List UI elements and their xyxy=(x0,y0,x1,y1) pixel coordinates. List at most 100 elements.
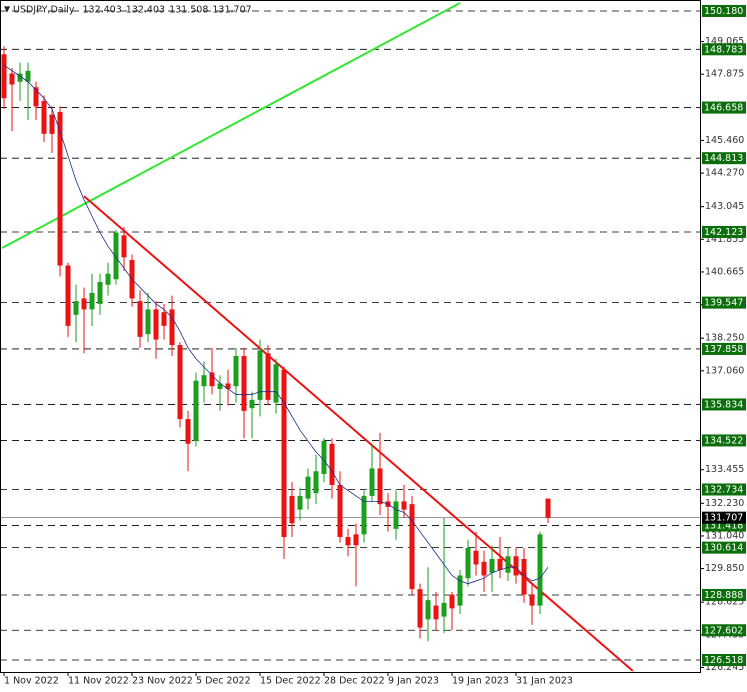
candle-body xyxy=(97,281,103,304)
x-tick-label: 1 Nov 2022 xyxy=(4,676,59,687)
level-label: 130.614 xyxy=(704,543,743,554)
candle-body xyxy=(401,501,407,510)
candle-body xyxy=(361,495,367,535)
candle-body xyxy=(281,369,287,538)
candle-body xyxy=(409,504,415,590)
y-tick-label: 131.040 xyxy=(705,530,744,541)
candle-body xyxy=(1,54,7,99)
symbol: USDJPY,Daily xyxy=(13,5,75,16)
candle-body xyxy=(329,443,335,485)
candle-body xyxy=(377,468,383,505)
candle-body xyxy=(257,350,263,400)
candle-body xyxy=(17,73,23,82)
candle-body xyxy=(425,600,431,620)
y-tick-label: 137.060 xyxy=(705,365,744,376)
candle-body xyxy=(337,484,343,538)
candle-body xyxy=(481,561,487,576)
x-tick-label: 11 Nov 2022 xyxy=(68,676,129,687)
candle-body xyxy=(145,309,151,335)
candle-body xyxy=(537,534,543,606)
candle-body xyxy=(457,575,463,606)
ohlc-value: 132.403 xyxy=(126,5,165,16)
candle-body xyxy=(489,558,495,573)
candle-body xyxy=(417,589,423,628)
candle-body xyxy=(81,298,87,310)
candle-body xyxy=(9,73,15,85)
candle-body xyxy=(225,383,231,389)
candle-body xyxy=(121,235,127,258)
level-label: 144.813 xyxy=(704,153,743,164)
candle-body xyxy=(89,292,95,310)
y-tick-label: 129.850 xyxy=(705,563,744,574)
candle-body xyxy=(177,345,183,420)
level-label-box xyxy=(702,152,746,165)
y-tick-label: 145.460 xyxy=(705,135,744,146)
level-label: 142.123 xyxy=(704,227,743,238)
y-tick-label: 147.875 xyxy=(705,69,744,80)
last-price-box xyxy=(702,511,746,524)
level-label: 148.783 xyxy=(704,44,743,55)
candle-body xyxy=(217,383,223,389)
candle-body xyxy=(201,375,207,387)
candle-body xyxy=(369,468,375,496)
candle-body xyxy=(297,495,303,510)
level-label: 146.658 xyxy=(704,103,743,114)
candle-body xyxy=(185,419,191,444)
level-label: 132.734 xyxy=(704,484,743,495)
candle-body xyxy=(241,356,247,411)
candle-body xyxy=(441,602,447,617)
level-label-box xyxy=(702,101,746,114)
y-tick-label: 144.270 xyxy=(705,168,744,179)
candle-body xyxy=(449,594,455,609)
candle-body xyxy=(465,548,471,579)
x-tick-label: 28 Dec 2022 xyxy=(324,676,385,687)
level-label-box xyxy=(702,398,746,411)
y-tick-label: 138.250 xyxy=(705,333,744,344)
y-tick-label: 143.045 xyxy=(705,201,744,212)
candle-body xyxy=(105,273,111,285)
candle-body xyxy=(521,558,527,595)
y-tick-label: 149.065 xyxy=(705,36,744,47)
menu-arrow[interactable]: ▼ xyxy=(4,5,11,14)
level-label-box xyxy=(702,4,746,17)
header: USDJPY,Daily 132.403 132.403 131.508 131.70… xyxy=(13,5,252,16)
x-tick-label: 23 Nov 2022 xyxy=(132,676,193,687)
level-label: 137.858 xyxy=(704,344,743,355)
plot-area xyxy=(0,2,700,672)
level-label: 150.180 xyxy=(704,6,743,17)
candle-body xyxy=(305,476,311,499)
level-label-box xyxy=(702,434,746,447)
candle-body xyxy=(473,550,479,565)
candle-body xyxy=(209,372,215,387)
x-tick-label: 15 Dec 2022 xyxy=(260,676,321,687)
candle-body xyxy=(529,594,535,606)
level-label-box xyxy=(702,225,746,238)
level-label-box xyxy=(702,541,746,554)
candle-body xyxy=(153,309,159,340)
y-tick-label: 140.665 xyxy=(705,266,744,277)
candle-body xyxy=(273,364,279,403)
candle-body xyxy=(161,312,167,326)
level-label-box xyxy=(702,43,746,56)
candle-body xyxy=(33,87,39,107)
level-label: 131.418 xyxy=(704,521,743,532)
ohlc-value: 132.403 xyxy=(82,5,121,16)
level-label-box xyxy=(702,588,746,601)
candle-body xyxy=(313,471,319,494)
x-tick-label: 9 Jan 2023 xyxy=(388,676,439,687)
candle-body xyxy=(73,301,79,315)
y-tick-label: 141.855 xyxy=(705,234,744,245)
level-label-box xyxy=(702,342,746,355)
ohlc-value: 131.508 xyxy=(169,5,208,16)
y-tick-label: 126.245 xyxy=(705,662,744,673)
candle-body xyxy=(249,399,255,409)
level-label: 134.522 xyxy=(704,435,743,446)
candle-body xyxy=(393,501,399,529)
candle-body xyxy=(513,556,519,576)
x-tick-label: 31 Jan 2023 xyxy=(516,676,573,687)
y-tick-label: 132.230 xyxy=(705,498,744,509)
candle-body xyxy=(545,498,551,518)
plot-border xyxy=(0,0,701,673)
